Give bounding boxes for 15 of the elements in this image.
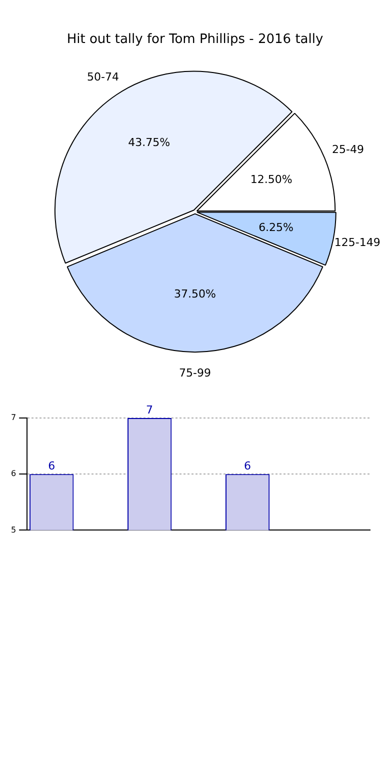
y-tick-label: 5 [10, 525, 16, 534]
data-label: 6 [244, 459, 252, 472]
data-label: 7 [146, 403, 154, 416]
data-label: 6.25% [258, 220, 294, 234]
y-tick-label: 7 [10, 413, 16, 422]
data-label: 43.75% [128, 136, 170, 149]
slice-label: 75-99 [179, 366, 211, 380]
data-label: 6 [48, 459, 56, 472]
data-label: 37.50% [174, 287, 216, 300]
slice-label: 50-74 [87, 70, 119, 84]
data-label: 12.50% [250, 173, 292, 186]
y-tick-label: 6 [10, 469, 16, 478]
slice-label: 25-49 [332, 142, 364, 156]
chart-title: Hit out tally for Tom Phillips - 2016 tally [66, 32, 324, 48]
slice-label: 125-149 [334, 236, 380, 250]
